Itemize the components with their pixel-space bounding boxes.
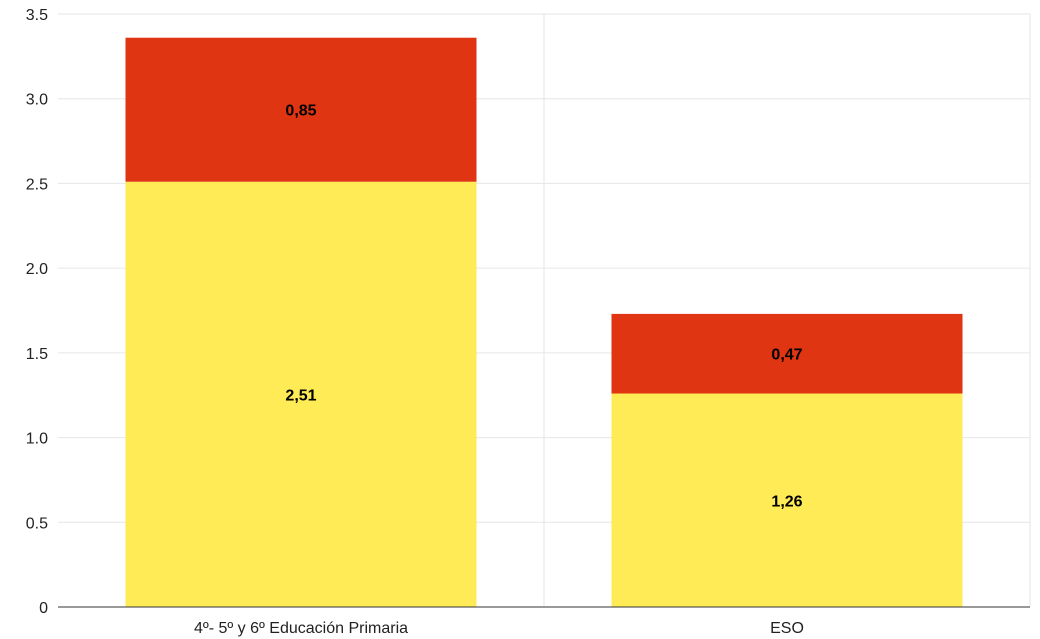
y-tick-label: 2.5 xyxy=(26,176,48,193)
data-label: 2,51 xyxy=(285,387,316,404)
labels: 0 0.5 1.0 1.5 2.0 2.5 3.0 3.5 2,51 0,85 4º- 5º y 6… xyxy=(26,7,804,637)
y-tick-label: 0 xyxy=(39,600,48,617)
y-tick-label: 2.0 xyxy=(26,261,48,278)
x-category-label: ESO xyxy=(770,620,804,637)
bar-segment xyxy=(611,393,963,607)
y-tick-label: 1.0 xyxy=(26,431,48,448)
y-tick-label: 3.0 xyxy=(26,92,48,109)
bar-segment xyxy=(611,313,963,394)
data-label: 0,85 xyxy=(285,103,316,120)
data-label: 1,26 xyxy=(771,493,802,510)
data-label: 0,47 xyxy=(771,347,802,364)
bar-segment xyxy=(125,37,477,182)
bar-segment xyxy=(125,181,477,607)
y-tick-label: 0.5 xyxy=(26,515,48,532)
y-tick-label: 3.5 xyxy=(26,7,48,24)
x-category-label: 4º- 5º y 6º Educación Primaria xyxy=(194,620,408,637)
bars xyxy=(125,37,963,607)
y-tick-label: 1.5 xyxy=(26,346,48,363)
